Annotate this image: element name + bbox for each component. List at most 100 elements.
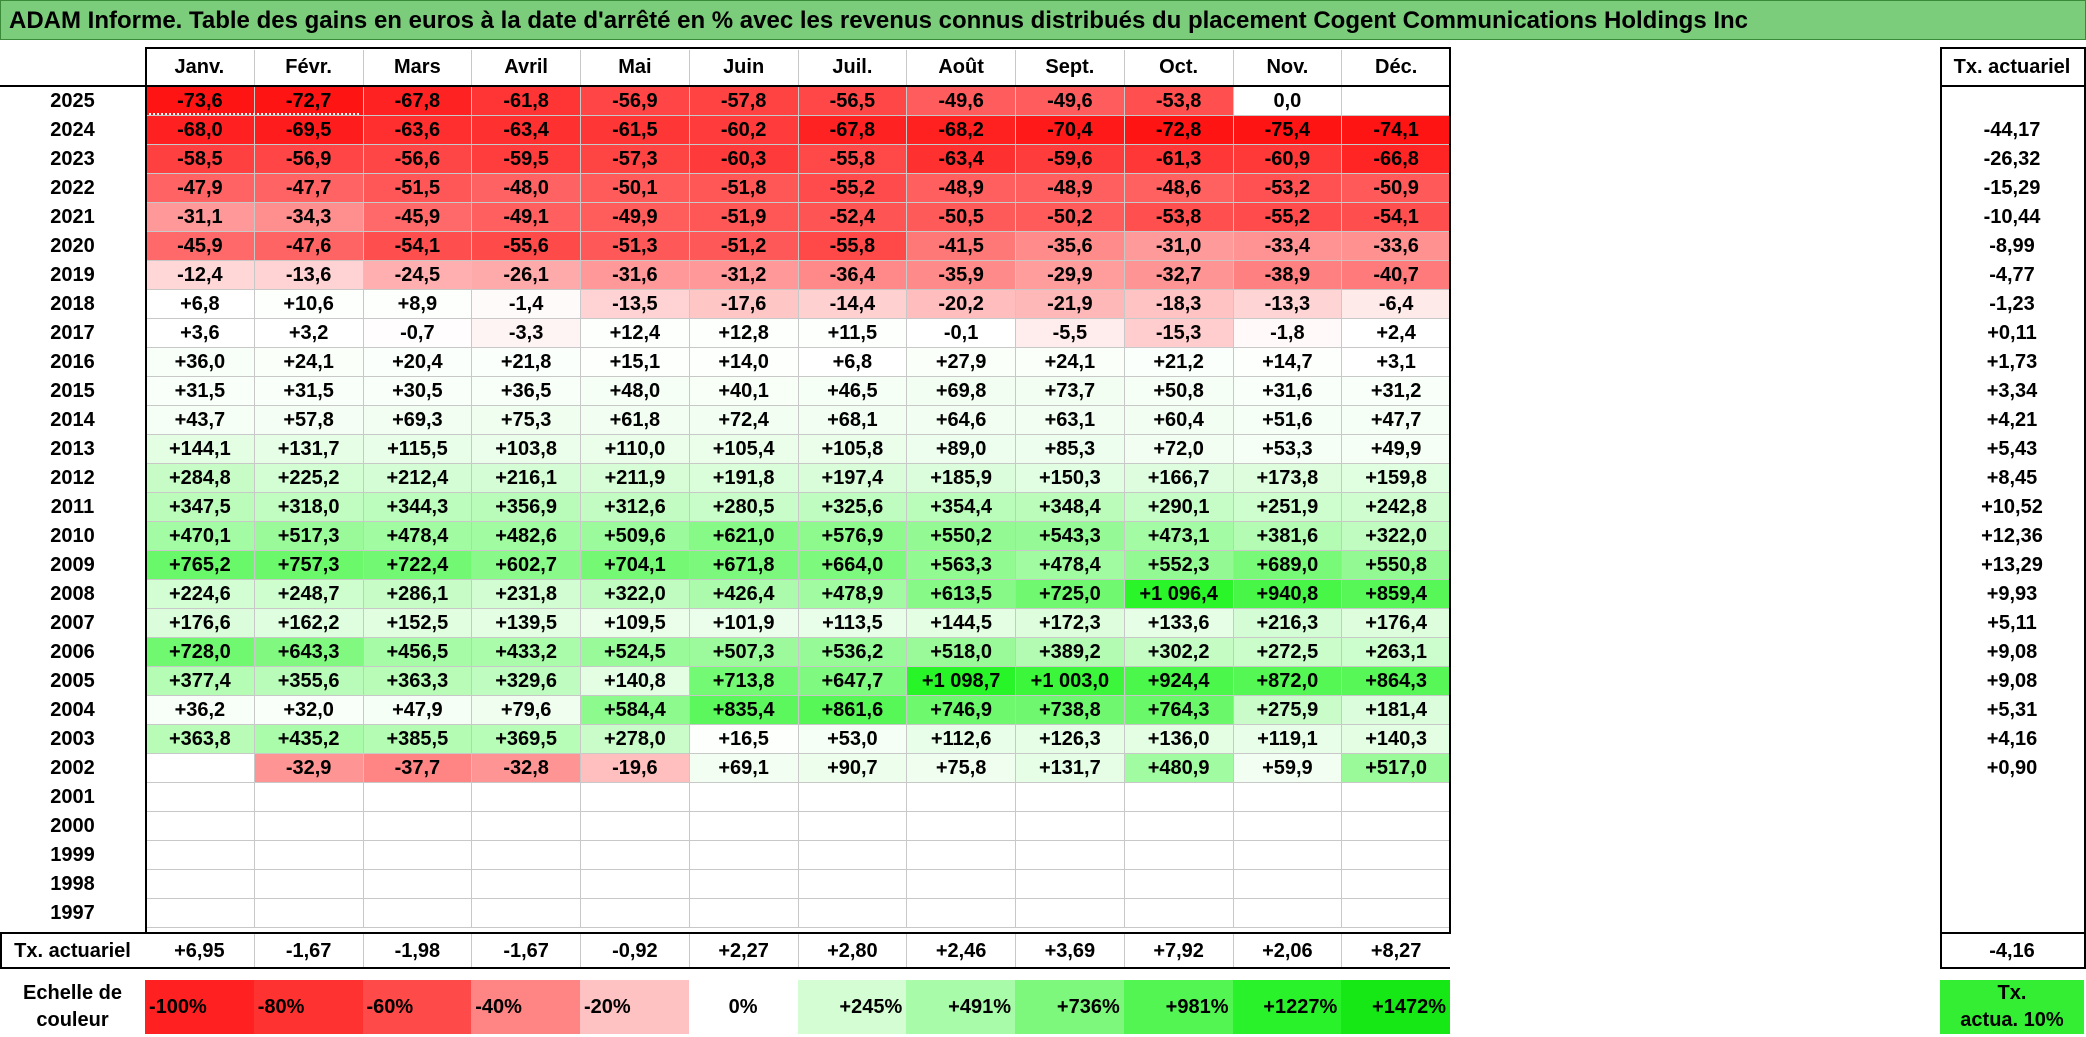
table-cell: -72,8 <box>1123 116 1233 145</box>
year-label: 2002 <box>50 757 95 779</box>
table-cell: -32,8 <box>471 754 580 783</box>
year-label: 2024 <box>50 119 95 141</box>
year-label: 1999 <box>50 844 95 866</box>
row-tx-actuariel: +9,08 <box>1986 641 2038 663</box>
row-tx-actuariel: -1,23 <box>1989 293 2035 315</box>
table-cell: +329,6 <box>471 667 580 696</box>
row-tx-actuariel: +12,36 <box>1981 525 2043 547</box>
table-cell <box>906 841 1015 870</box>
table-cell: +231,8 <box>471 580 580 609</box>
table-cell: +152,5 <box>362 609 472 638</box>
table-cell: +31,2 <box>1341 377 1450 406</box>
month-header: Nov. <box>1232 50 1342 85</box>
table-cell: +550,2 <box>906 522 1015 551</box>
table-cell: +722,4 <box>362 551 472 580</box>
footer-label: Tx. actuariel <box>14 939 131 962</box>
table-cell: +20,4 <box>362 348 472 377</box>
current-cell-marker <box>149 113 359 115</box>
table-cell <box>1015 841 1124 870</box>
table-cell: +131,7 <box>253 435 363 464</box>
row-tx-actuariel <box>1940 812 2084 841</box>
table-cell: +746,9 <box>906 696 1015 725</box>
table-cell: +61,8 <box>580 406 689 435</box>
table-cell: -45,9 <box>362 203 472 232</box>
table-cell: -70,4 <box>1015 116 1124 145</box>
table-cell: +68,1 <box>797 406 907 435</box>
table-cell: +49,9 <box>1341 435 1450 464</box>
table-cell: +242,8 <box>1341 493 1450 522</box>
color-scale-swatch: -80% <box>253 980 363 1034</box>
table-cell: -3,3 <box>471 319 580 348</box>
table-cell: +211,9 <box>580 464 689 493</box>
table-cell: +53,0 <box>797 725 907 754</box>
table-cell: -32,7 <box>1123 261 1233 290</box>
table-cell: +14,0 <box>688 348 798 377</box>
row-tx-actuariel: +4,16 <box>1986 728 2038 750</box>
table-border <box>1940 932 1942 969</box>
table-cell: +280,5 <box>688 493 798 522</box>
table-cell: -56,6 <box>362 145 472 174</box>
row-tx-actuariel: +9,08 <box>1986 670 2038 692</box>
table-cell: +113,5 <box>797 609 907 638</box>
table-cell: -33,4 <box>1232 232 1342 261</box>
table-cell: +185,9 <box>906 464 1015 493</box>
table-cell: +73,7 <box>1015 377 1124 406</box>
table-cell: +21,2 <box>1123 348 1233 377</box>
table-cell <box>1341 870 1450 899</box>
table-cell: -47,9 <box>145 174 254 203</box>
footer-total: -4,16 <box>1989 939 2035 962</box>
table-cell: -49,6 <box>1015 87 1124 116</box>
table-cell: +36,2 <box>145 696 254 725</box>
row-tx-actuariel <box>1940 783 2084 812</box>
table-border <box>0 85 1450 87</box>
table-cell: -47,7 <box>253 174 363 203</box>
table-cell: -61,5 <box>580 116 689 145</box>
table-cell: -55,8 <box>797 145 907 174</box>
tx-actua-legend <box>1940 980 2084 1034</box>
table-border <box>0 967 1450 969</box>
table-cell: -60,9 <box>1232 145 1342 174</box>
table-cell: +861,6 <box>797 696 907 725</box>
table-cell <box>797 783 907 812</box>
table-cell: -59,5 <box>471 145 580 174</box>
table-cell: -54,1 <box>1341 203 1450 232</box>
table-cell: +543,3 <box>1015 522 1124 551</box>
table-cell: +322,0 <box>1341 522 1450 551</box>
table-cell: -20,2 <box>906 290 1015 319</box>
table-cell <box>906 899 1015 928</box>
row-tx-actuariel <box>1940 841 2084 870</box>
table-cell: +15,1 <box>580 348 689 377</box>
table-cell: +11,5 <box>797 319 907 348</box>
table-cell: +172,3 <box>1015 609 1124 638</box>
row-tx-actuariel: +1,73 <box>1986 351 2038 373</box>
table-cell <box>688 783 798 812</box>
table-cell <box>1123 870 1233 899</box>
footer-value: +2,27 <box>688 934 798 968</box>
table-cell <box>362 783 472 812</box>
year-label: 2000 <box>50 815 95 837</box>
year-label: 2009 <box>50 554 95 576</box>
table-cell: -59,6 <box>1015 145 1124 174</box>
table-cell <box>1015 870 1124 899</box>
table-cell: -34,3 <box>253 203 363 232</box>
table-cell: +46,5 <box>797 377 907 406</box>
table-cell: +16,5 <box>688 725 798 754</box>
table-cell: +859,4 <box>1341 580 1450 609</box>
table-cell: +69,8 <box>906 377 1015 406</box>
table-cell: -21,9 <box>1015 290 1124 319</box>
table-cell: +72,0 <box>1123 435 1233 464</box>
month-header: Mai <box>580 50 689 85</box>
row-tx-actuariel: -44,17 <box>1983 119 2041 141</box>
table-cell <box>471 899 580 928</box>
table-border <box>1940 932 2084 934</box>
table-cell: -50,5 <box>906 203 1015 232</box>
table-cell: +765,2 <box>145 551 254 580</box>
table-cell: +738,8 <box>1015 696 1124 725</box>
table-cell: -49,9 <box>580 203 689 232</box>
table-cell: +27,9 <box>906 348 1015 377</box>
color-scale-swatch: +1227% <box>1232 980 1342 1034</box>
table-cell: +6,8 <box>145 290 254 319</box>
table-cell: -50,9 <box>1341 174 1450 203</box>
table-cell <box>580 870 689 899</box>
table-cell: +51,6 <box>1232 406 1342 435</box>
